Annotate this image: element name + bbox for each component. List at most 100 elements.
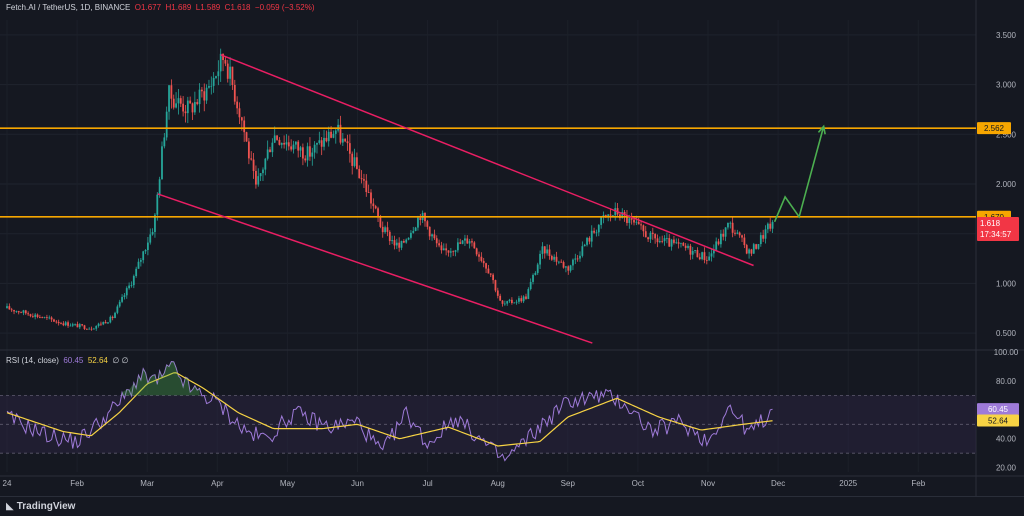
candle-body [203,91,206,101]
candle-body [736,232,739,234]
candle-body [398,242,401,248]
candle-body [644,231,647,238]
candle-body [543,246,546,254]
candle-body [318,140,321,143]
price-axis: 3.5003.0002.5002.0001.5001.0000.5002.562… [977,31,1019,338]
candle-body [471,241,473,243]
rsi-ma-value: 52.64 [87,356,108,365]
candle-body [269,149,271,153]
candle-body [107,322,109,324]
tradingview-logo-icon: ◣ [6,501,14,512]
candle-body [297,141,300,151]
brand[interactable]: ◣ TradingView [6,501,75,512]
candle-body [741,235,743,238]
price-tick-label: 0.500 [996,329,1017,338]
candle-body [287,142,290,147]
candle-body [621,211,624,219]
candle-body [710,253,713,257]
candle-body [224,60,227,64]
candle-body [102,321,105,325]
candle-body [222,53,224,61]
candle-body [367,192,370,193]
candle-body [271,142,274,153]
candle-body [579,255,581,259]
candle-body [182,103,185,112]
rsi-panel [0,361,976,462]
candle-body [154,214,156,233]
candle-body [757,244,760,249]
candle-body [325,137,328,142]
candle-body [74,323,77,325]
candle-body [642,225,645,232]
candle-body [541,246,544,254]
candle-body [334,130,337,134]
candle-body [290,146,293,150]
candle-body [435,238,438,244]
candle-body [734,232,736,234]
candle-body [217,71,220,77]
candle-body [370,192,372,204]
candle-body [487,268,490,274]
candle-body [614,208,617,216]
candle-body [701,252,704,260]
candle-body [137,261,140,269]
candle-body [633,219,635,223]
candle-body [539,253,541,265]
candle-body [473,242,476,249]
candle-body [525,296,527,299]
candle-body [670,239,673,247]
candle-body [466,238,469,244]
rsi-value-label: 60.45 [988,405,1009,414]
candle-body [698,257,701,260]
candle-body [212,77,215,86]
candle-body [433,234,436,239]
candle-body [426,221,429,227]
candle-body [273,135,276,143]
candle-body [262,169,264,174]
candle-body [165,111,168,138]
candle-body [135,268,138,277]
candle-body [374,206,377,209]
candle-body [358,168,361,179]
candle-body [687,245,689,248]
candle-body [78,324,81,328]
candle-body [691,251,694,255]
candle-body [769,223,772,229]
candle-body [520,298,523,302]
candle-body [344,138,347,142]
candle-body [189,100,192,104]
candle-body [10,309,13,311]
candle-body [29,314,32,317]
symbol-legend[interactable]: Fetch.AI / TetherUS, 1D, BINANCE O1.677 … [6,3,315,12]
candle-body [654,234,657,239]
rsi-legend[interactable]: RSI (14, close) 60.45 52.64 ∅ ∅ [6,356,129,365]
candle-body [738,232,741,236]
candle-body [668,238,671,247]
candle-body [534,272,537,275]
candle-body [611,215,614,217]
candle-body [348,143,351,154]
rsi-ma-line [6,372,773,447]
candle-body [198,89,201,105]
candle-body [576,258,579,260]
candle-body [708,256,711,261]
candle-body [518,298,520,302]
candle-body [410,232,412,238]
candle-body [64,322,67,326]
candle-body [515,301,518,303]
candle-body [8,306,11,310]
candle-body [95,325,98,329]
candle-body [118,301,121,307]
candle-body [247,141,250,159]
candle-body [557,261,560,263]
candle-body [132,276,135,286]
candle-body [478,254,480,257]
candle-body [600,216,603,225]
candle-body [245,132,248,142]
candle-body [301,147,304,159]
candle-body [193,102,196,113]
candle-body [179,98,182,104]
candle-body [229,66,231,79]
candle-body [494,280,497,291]
